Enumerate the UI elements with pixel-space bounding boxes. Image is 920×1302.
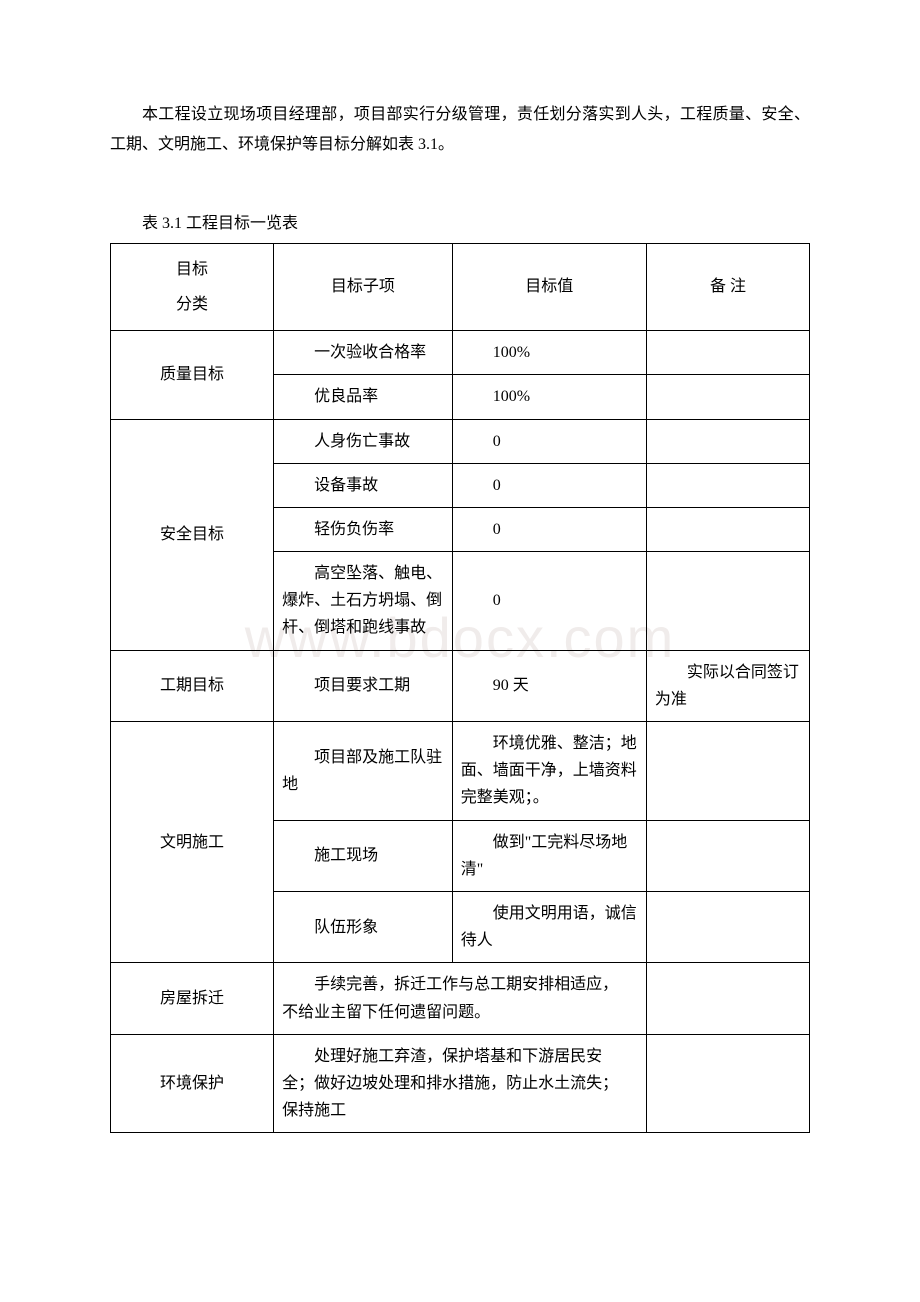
category-quality: 质量目标 [111, 331, 274, 419]
cell-note: 实际以合同签订为准 [646, 650, 809, 721]
cell-subitem: 高空坠落、触电、爆炸、土石方坍塌、倒杆、倒塔和跑线事故 [274, 552, 453, 651]
cell-subitem: 项目要求工期 [274, 650, 453, 721]
cell-value: 100% [452, 375, 646, 419]
cell-note [646, 820, 809, 891]
cell-note [646, 552, 809, 651]
cell-subitem: 人身伤亡事故 [274, 419, 453, 463]
cell-note [646, 419, 809, 463]
table-row: 房屋拆迁 手续完善，拆迁工作与总工期安排相适应，不给业主留下任何遗留问题。 [111, 963, 810, 1034]
cell-value: 0 [452, 507, 646, 551]
goals-table: 目标 分类 目标子项 目标值 备 注 质量目标 一次验收合格率 100% 优良品… [110, 243, 810, 1134]
table-caption: 表 3.1 工程目标一览表 [110, 209, 810, 233]
cell-value: 使用文明用语，诚信待人 [452, 891, 646, 962]
cell-subitem: 项目部及施工队驻地 [274, 722, 453, 821]
intro-paragraph: 本工程设立现场项目经理部，项目部实行分级管理，责任划分落实到人头，工程质量、安全… [110, 100, 810, 161]
cell-subitem: 队伍形象 [274, 891, 453, 962]
category-demolition: 房屋拆迁 [111, 963, 274, 1034]
cell-note [646, 722, 809, 821]
cell-merged: 手续完善，拆迁工作与总工期安排相适应，不给业主留下任何遗留问题。 [274, 963, 647, 1034]
header-subitem: 目标子项 [274, 243, 453, 330]
header-category-line1: 目标 [119, 252, 265, 287]
table-row: 文明施工 项目部及施工队驻地 环境优雅、整洁；地面、墙面干净，上墙资料完整美观；… [111, 722, 810, 821]
cell-value: 做到"工完料尽场地清" [452, 820, 646, 891]
cell-subitem: 一次验收合格率 [274, 331, 453, 375]
category-environment: 环境保护 [111, 1034, 274, 1133]
cell-value: 100% [452, 331, 646, 375]
cell-note [646, 331, 809, 375]
table-row: 目标 分类 目标子项 目标值 备 注 [111, 243, 810, 330]
category-schedule: 工期目标 [111, 650, 274, 721]
cell-note [646, 1034, 809, 1133]
table-row: 环境保护 处理好施工弃渣，保护塔基和下游居民安全；做好边坡处理和排水措施，防止水… [111, 1034, 810, 1133]
header-category: 目标 分类 [111, 243, 274, 330]
category-safety: 安全目标 [111, 419, 274, 650]
cell-subitem: 轻伤负伤率 [274, 507, 453, 551]
cell-subitem: 优良品率 [274, 375, 453, 419]
cell-merged: 处理好施工弃渣，保护塔基和下游居民安全；做好边坡处理和排水措施，防止水土流失；保… [274, 1034, 647, 1133]
table-row: 质量目标 一次验收合格率 100% [111, 331, 810, 375]
cell-note [646, 963, 809, 1034]
cell-value: 0 [452, 463, 646, 507]
cell-subitem: 设备事故 [274, 463, 453, 507]
cell-subitem: 施工现场 [274, 820, 453, 891]
cell-value: 90 天 [452, 650, 646, 721]
cell-value: 0 [452, 419, 646, 463]
table-row: 工期目标 项目要求工期 90 天 实际以合同签订为准 [111, 650, 810, 721]
cell-value: 0 [452, 552, 646, 651]
cell-note [646, 463, 809, 507]
header-category-line2: 分类 [119, 287, 265, 322]
header-note: 备 注 [646, 243, 809, 330]
cell-note [646, 891, 809, 962]
table-row: 安全目标 人身伤亡事故 0 [111, 419, 810, 463]
cell-note [646, 507, 809, 551]
cell-note [646, 375, 809, 419]
cell-value: 环境优雅、整洁；地面、墙面干净，上墙资料完整美观；。 [452, 722, 646, 821]
header-value: 目标值 [452, 243, 646, 330]
category-civilized: 文明施工 [111, 722, 274, 963]
